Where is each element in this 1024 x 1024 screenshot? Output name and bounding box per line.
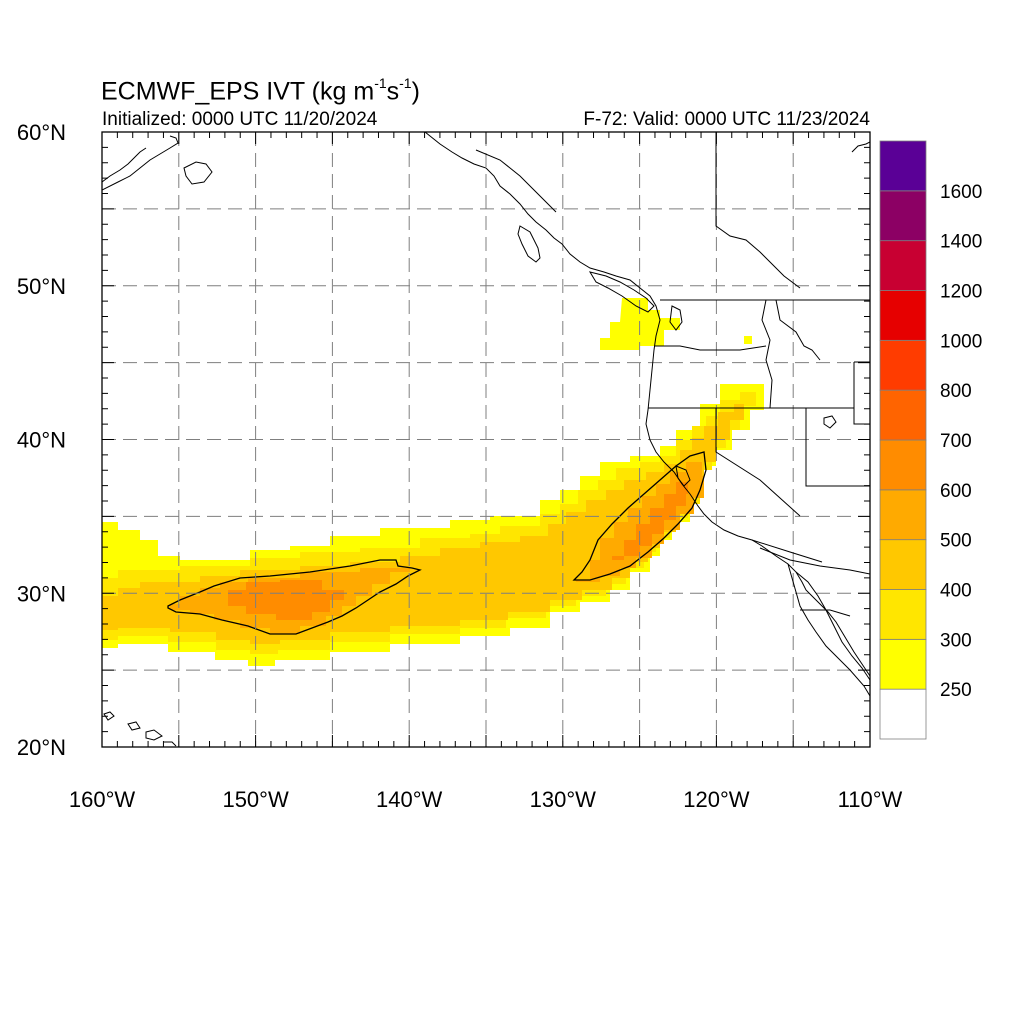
coastlines	[102, 132, 870, 747]
coast-gulf-california	[795, 571, 870, 681]
coast-bc-islands	[517, 225, 541, 263]
coast-hawaii-1	[103, 711, 115, 721]
colorbar-label: 300	[940, 630, 972, 651]
lon-label: 130°W	[530, 787, 597, 812]
border-nv-ut	[805, 408, 870, 487]
lat-lon-grid	[102, 132, 870, 747]
lat-label: 50°N	[17, 274, 66, 299]
colorbar-swatch	[879, 339, 927, 391]
border-mt-id	[775, 299, 821, 361]
coast-alaska-peninsula	[102, 135, 179, 191]
colorbar-swatch	[879, 489, 927, 541]
border-ca-nv	[715, 408, 801, 517]
coast-upper-right	[851, 141, 870, 153]
lake-great-salt	[823, 415, 837, 429]
colorbar-swatch	[879, 389, 927, 441]
border-id-east	[761, 299, 773, 409]
colorbar-label: 250	[940, 680, 972, 701]
colorbar-label: 800	[940, 381, 972, 402]
colorbar-swatch	[879, 638, 927, 690]
colorbar-label: 700	[940, 431, 972, 452]
border-wa-or	[654, 345, 767, 351]
coast-us-west	[645, 349, 870, 677]
lat-label: 60°N	[17, 120, 66, 145]
axis-labels: 160°W 150°W 140°W 130°W 120°W 110°W 60°N 50°N 40…	[17, 120, 903, 812]
colorbar-label: 600	[940, 481, 972, 502]
ivt-contour-500	[167, 451, 707, 635]
ivt-band-250-pnw-small	[744, 336, 752, 344]
coast-sf-bay	[675, 465, 691, 487]
axis-ticks	[101, 131, 871, 748]
colorbar-swatch	[879, 539, 927, 590]
lat-label: 20°N	[17, 735, 66, 760]
border-canada-interior	[715, 132, 801, 289]
lat-label: 40°N	[17, 428, 66, 453]
coast-southeast-alaska	[424, 132, 661, 351]
coast-alaska-peninsula-2	[102, 147, 147, 183]
initialized-label: Initialized: 0000 UTC 11/20/2024	[102, 109, 378, 130]
colorbar-label: 1000	[940, 331, 982, 352]
map-title: ECMWF_EPS IVT (kg m-1s-1)	[101, 75, 420, 106]
lon-label: 140°W	[376, 787, 443, 812]
lon-label: 120°W	[683, 787, 750, 812]
ivt-band-600-coast	[612, 482, 688, 560]
colorbar-label: 1400	[940, 232, 982, 253]
coast-vancouver-island	[588, 271, 655, 313]
valid-time-label: F-72: Valid: 0000 UTC 11/23/2024	[583, 109, 870, 130]
lat-label: 30°N	[17, 581, 66, 606]
contour-main-plume	[167, 559, 422, 635]
lon-label: 150°W	[222, 787, 289, 812]
colorbar-swatch	[879, 140, 927, 192]
border-ak-bc	[475, 149, 557, 213]
colorbar-swatch	[879, 439, 927, 491]
colorbar-label: 1600	[940, 182, 982, 203]
coast-baja	[787, 563, 870, 697]
coast-hawaii-2	[127, 721, 141, 731]
border-mex-us	[751, 539, 823, 563]
ivt-shading	[102, 298, 764, 666]
contour-coastal-plume	[572, 451, 707, 581]
lon-label: 160°W	[69, 787, 136, 812]
lon-label: 110°W	[838, 787, 903, 812]
border-az-nm	[800, 609, 851, 617]
coast-puget-sound	[669, 305, 683, 331]
colorbar-swatch	[879, 190, 927, 242]
colorbar-label: 400	[940, 581, 972, 602]
colorbar-swatch	[879, 589, 927, 640]
ivt-band-600-main	[228, 580, 344, 620]
coast-hawaii-3	[145, 729, 163, 741]
coast-hawaii-4	[164, 741, 177, 747]
colorbar-label: 500	[940, 531, 972, 552]
ivt-colorbar: 250 300 400 500 600 700 800 1000 1200 1400 1600	[879, 140, 982, 740]
colorbar-swatch	[879, 290, 927, 341]
coast-kodiak	[183, 161, 213, 185]
colorbar-swatch	[879, 688, 927, 740]
colorbar-swatch	[879, 240, 927, 291]
border-az-mex	[759, 547, 870, 575]
colorbar-label: 1200	[940, 282, 982, 303]
political-borders	[475, 132, 870, 617]
